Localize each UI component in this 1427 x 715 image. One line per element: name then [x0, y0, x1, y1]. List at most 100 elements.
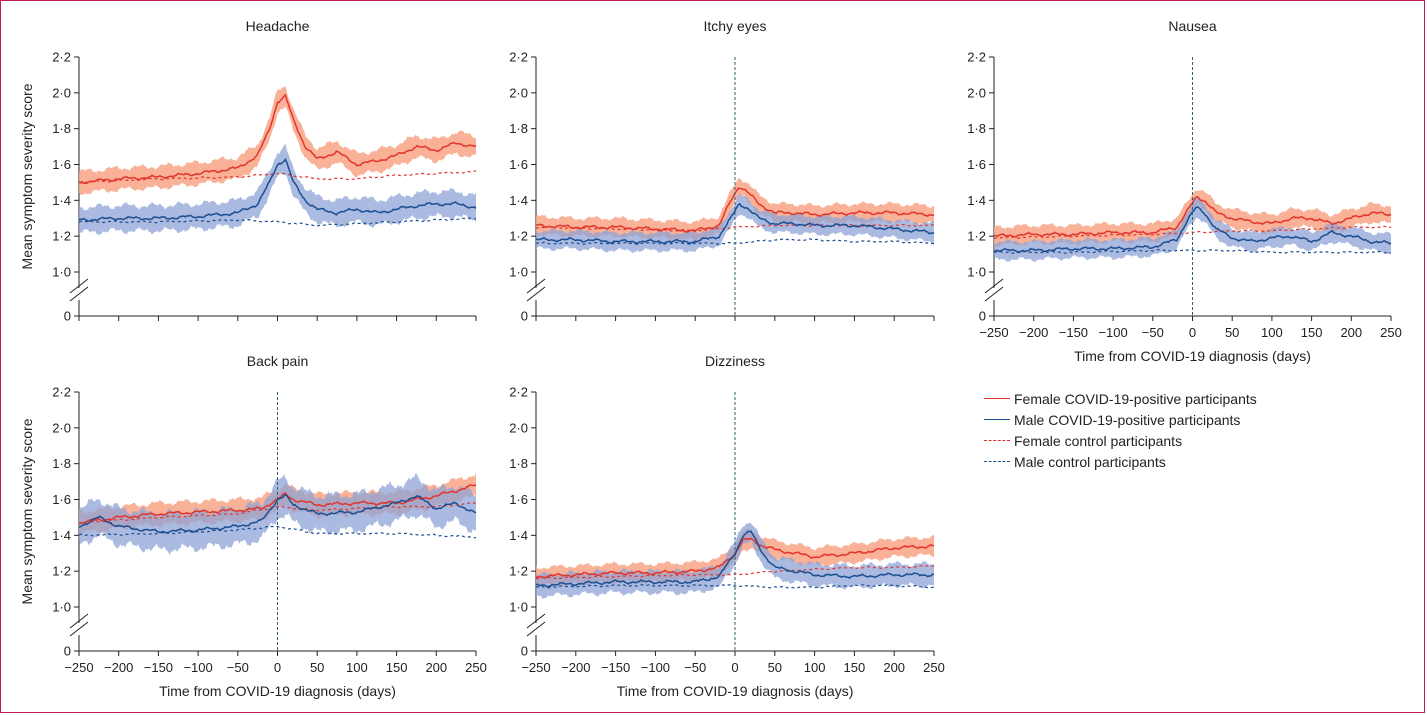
axis-break-mark [69, 621, 89, 637]
x-tick-label: 100 [1261, 325, 1283, 340]
y-axis-label: Mean symptom severity score [19, 83, 35, 269]
legend: Female COVID-19-positive participants Ma… [984, 388, 1257, 472]
y-tick-label: 2·2 [52, 385, 71, 400]
axis-break-mark [69, 613, 89, 629]
x-axis-label: Time from COVID-19 diagnosis (days) [159, 683, 396, 699]
y-tick-label: 1·6 [52, 157, 71, 172]
panel-title: Itchy eyes [703, 18, 766, 34]
y-tick-label: 2·2 [509, 385, 528, 400]
panel-title: Nausea [1168, 18, 1216, 34]
x-tick-label: 150 [386, 660, 408, 675]
series-female-control [78, 502, 477, 524]
x-tick-label: 200 [883, 660, 905, 675]
y-tick-label: 1·0 [509, 600, 528, 615]
x-tick-label: 200 [425, 660, 447, 675]
legend-label: Female control participants [1014, 432, 1183, 449]
y-tick-label: 1·4 [967, 193, 986, 208]
x-tick-label: 0 [1189, 325, 1196, 340]
legend-label: Male control participants [1014, 453, 1166, 470]
panel-title: Dizziness [705, 353, 765, 369]
y-tick-label: 1·2 [52, 564, 71, 579]
x-axis-label: Time from COVID-19 diagnosis (days) [1074, 348, 1311, 364]
y-tick-label: 1·0 [52, 265, 71, 280]
y-tick-label: 1·4 [52, 193, 71, 208]
x-tick-label: −150 [601, 660, 630, 675]
x-tick-label: 50 [768, 660, 782, 675]
y-tick-label: 2·2 [509, 50, 528, 65]
y-tick-label: 1·8 [967, 121, 986, 136]
y-tick-label: 0 [979, 309, 986, 324]
panel-headache: Headache 0 1·0 1·2 1·4 1·6 1·8 2·0 2·2 Mean sympt… [19, 18, 477, 324]
y-tick-label: 1·4 [52, 528, 71, 543]
band-male-covid [994, 198, 1391, 263]
y-tick-label: 1·0 [967, 265, 986, 280]
y-tick-label: 2·0 [52, 85, 71, 100]
legend-item-male-control: Male control participants [984, 451, 1257, 472]
x-tick-label: 150 [844, 660, 866, 675]
series-male-control [78, 525, 476, 539]
series-female-control [78, 170, 477, 184]
x-tick-label: 0 [731, 660, 738, 675]
axis-break-mark [526, 613, 546, 629]
y-tick-label: 2·0 [509, 420, 528, 435]
y-tick-label: 0 [521, 309, 528, 324]
series-male-control [535, 583, 935, 589]
y-tick-label: 1·2 [52, 229, 71, 244]
y-tick-label: 1·8 [52, 456, 71, 471]
x-tick-label: −100 [183, 660, 212, 675]
legend-swatch-male-control [984, 461, 1010, 462]
axis-break-mark [526, 621, 546, 637]
y-tick-label: 1·8 [509, 121, 528, 136]
series-male-covid [993, 206, 1392, 254]
x-tick-label: 50 [310, 660, 324, 675]
legend-item-male-covid: Male COVID-19-positive participants [984, 409, 1257, 430]
panel-title: Back pain [247, 353, 308, 369]
x-tick-label: 0 [274, 660, 281, 675]
legend-item-female-control: Female control participants [984, 430, 1257, 451]
series-male-covid [78, 158, 477, 222]
legend-label: Male COVID-19-positive participants [1014, 411, 1241, 428]
y-tick-label: 2·0 [52, 420, 71, 435]
legend-label: Female COVID-19-positive participants [1014, 390, 1257, 407]
panel-nausea: Nausea 0 1·0 1·2 1·4 1·6 1·8 2·0 2·2 −250 −200 −150… [967, 18, 1402, 364]
panel-itchy-eyes: Itchy eyes 0 1·0 1·2 1·4 1·6 1·8 2·0 2·2 [509, 18, 935, 324]
x-tick-label: −250 [64, 660, 93, 675]
y-tick-label: 1·2 [509, 229, 528, 244]
x-axis-label: Time from COVID-19 diagnosis (days) [617, 683, 854, 699]
y-axis-label: Mean symptom severity score [19, 418, 35, 604]
x-tick-label: 200 [1340, 325, 1362, 340]
y-tick-label: 1·0 [52, 600, 71, 615]
axis-break-mark [526, 278, 546, 294]
axis-break-mark [984, 278, 1004, 294]
x-tick-label: 250 [923, 660, 945, 675]
y-tick-label: 1·2 [967, 229, 986, 244]
band-male-covid [536, 192, 934, 254]
x-tick-label: −50 [227, 660, 249, 675]
axis-break-mark [984, 286, 1004, 302]
band-female-covid [79, 86, 476, 195]
y-tick-label: 1·6 [52, 492, 71, 507]
y-tick-label: 0 [64, 309, 71, 324]
legend-swatch-female-covid [984, 398, 1010, 399]
axis-break-mark [526, 286, 546, 302]
panel-title: Headache [246, 18, 310, 34]
x-tick-label: −100 [641, 660, 670, 675]
axis-break-mark [69, 278, 89, 294]
x-tick-label: −50 [684, 660, 706, 675]
x-tick-label: −200 [1019, 325, 1048, 340]
x-tick-label: −100 [1098, 325, 1127, 340]
x-tick-label: −150 [144, 660, 173, 675]
y-tick-label: 2·2 [967, 50, 986, 65]
y-tick-label: 1·0 [509, 265, 528, 280]
y-tick-label: 1·2 [509, 564, 528, 579]
legend-swatch-female-control [984, 440, 1010, 441]
x-tick-label: 50 [1225, 325, 1239, 340]
y-tick-label: 0 [64, 644, 71, 659]
x-tick-label: 100 [804, 660, 826, 675]
x-tick-label: −200 [104, 660, 133, 675]
y-tick-label: 1·8 [509, 456, 528, 471]
y-tick-label: 2·0 [509, 85, 528, 100]
y-tick-label: 1·6 [967, 157, 986, 172]
